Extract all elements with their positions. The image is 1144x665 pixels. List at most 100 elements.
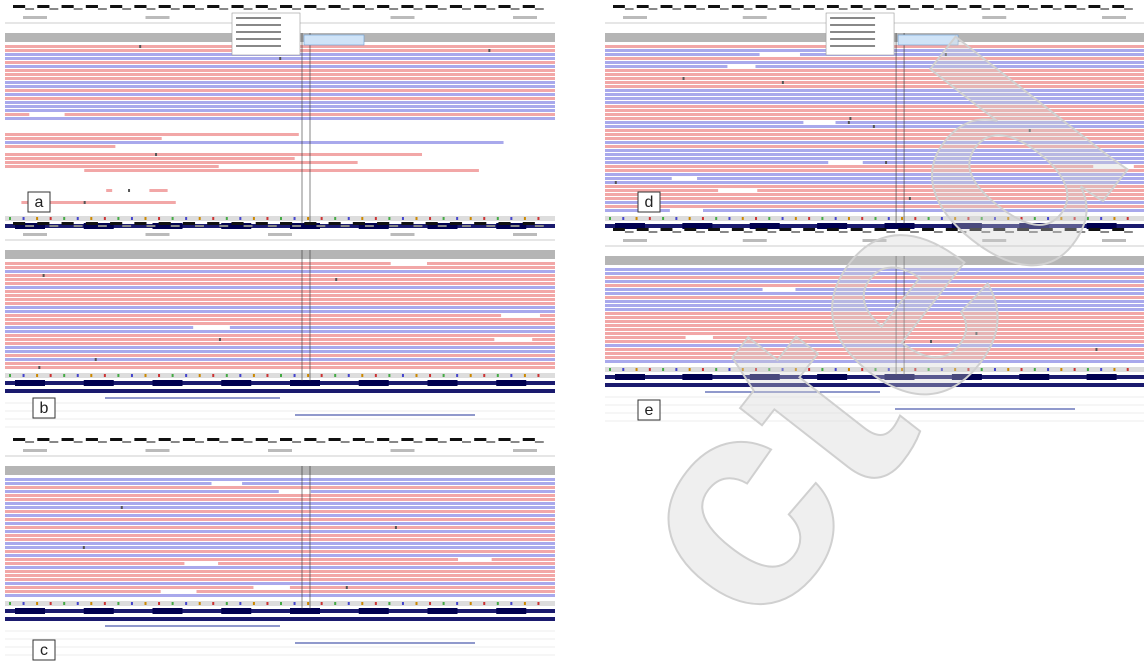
ideogram-band (86, 222, 98, 225)
label-text: b (40, 400, 49, 417)
read (84, 169, 479, 172)
base (307, 374, 309, 377)
panel-label: c (33, 640, 55, 660)
read (5, 322, 555, 325)
ideogram-band (672, 231, 681, 233)
ideogram-band (13, 438, 25, 441)
ruler-label (146, 449, 170, 452)
ideogram-band (329, 5, 341, 8)
base (266, 374, 268, 377)
base (50, 602, 52, 605)
ideogram-band (377, 5, 389, 8)
read-gap (184, 562, 218, 565)
ruler-label (391, 233, 415, 236)
read (5, 161, 358, 164)
read (5, 578, 555, 581)
ideogram-band (720, 231, 729, 233)
base (524, 217, 526, 220)
ideogram-band (523, 5, 535, 8)
base (470, 602, 472, 605)
ideogram-band (625, 8, 634, 10)
read-gap (670, 209, 703, 212)
popup-line (236, 45, 281, 47)
base (375, 374, 377, 377)
ideogram-band (256, 438, 268, 441)
ideogram-band (49, 225, 58, 227)
base (294, 374, 296, 377)
base (9, 217, 11, 220)
ruler-label (268, 449, 292, 452)
ideogram-band (159, 222, 171, 225)
base (483, 217, 485, 220)
base (280, 602, 282, 605)
ideogram-band (37, 5, 49, 8)
ideogram-band (462, 225, 471, 227)
ideogram-band (462, 441, 471, 443)
ideogram-band (207, 5, 219, 8)
read (5, 266, 555, 269)
popup (232, 13, 300, 55)
read (5, 73, 555, 76)
ruler-label (743, 16, 767, 19)
base (497, 602, 499, 605)
base (361, 374, 363, 377)
ruler-label (623, 16, 647, 19)
ideogram-band (195, 8, 204, 10)
read-gap (29, 113, 64, 116)
ideogram-band (353, 438, 365, 441)
base (1100, 368, 1102, 371)
exon (221, 608, 251, 614)
base (77, 602, 79, 605)
exon (359, 608, 389, 614)
label-text: a (35, 194, 44, 211)
exon (290, 608, 320, 614)
ideogram-band (195, 441, 204, 443)
label-text: d (645, 194, 654, 211)
base (348, 374, 350, 377)
read (5, 101, 555, 104)
read-gap (112, 189, 149, 192)
ideogram-band (74, 225, 83, 227)
igv-panel: b (5, 222, 555, 427)
ideogram-band (637, 5, 649, 8)
ruler-label (513, 233, 537, 236)
ideogram-band (292, 441, 301, 443)
base (715, 217, 717, 220)
base (253, 374, 255, 377)
base (483, 602, 485, 605)
read (5, 294, 555, 297)
ruler-label (146, 16, 170, 19)
ideogram-band (438, 8, 447, 10)
ideogram-band (316, 8, 325, 10)
ideogram-band (134, 438, 146, 441)
read (5, 506, 555, 509)
ideogram-band (244, 441, 253, 443)
ideogram-band (661, 5, 673, 8)
read (5, 550, 555, 553)
read-gap (161, 590, 197, 593)
base (280, 217, 282, 220)
ideogram-band (462, 8, 471, 10)
base (702, 217, 704, 220)
ideogram-band (219, 8, 228, 10)
ideogram-band (535, 225, 544, 227)
read (5, 338, 555, 341)
base (456, 217, 458, 220)
base (280, 374, 282, 377)
ideogram-band (280, 5, 292, 8)
base (537, 217, 539, 220)
ideogram-band (268, 441, 277, 443)
base (1087, 368, 1089, 371)
base (443, 374, 445, 377)
ideogram-band (268, 225, 277, 227)
read (5, 113, 555, 116)
base (510, 374, 512, 377)
mismatch (38, 366, 40, 369)
ideogram-band (134, 5, 146, 8)
ideogram-band (304, 438, 316, 441)
ideogram-band (696, 8, 705, 10)
base (456, 374, 458, 377)
ideogram-band (401, 438, 413, 441)
ideogram-band (684, 228, 696, 231)
read (5, 494, 555, 497)
